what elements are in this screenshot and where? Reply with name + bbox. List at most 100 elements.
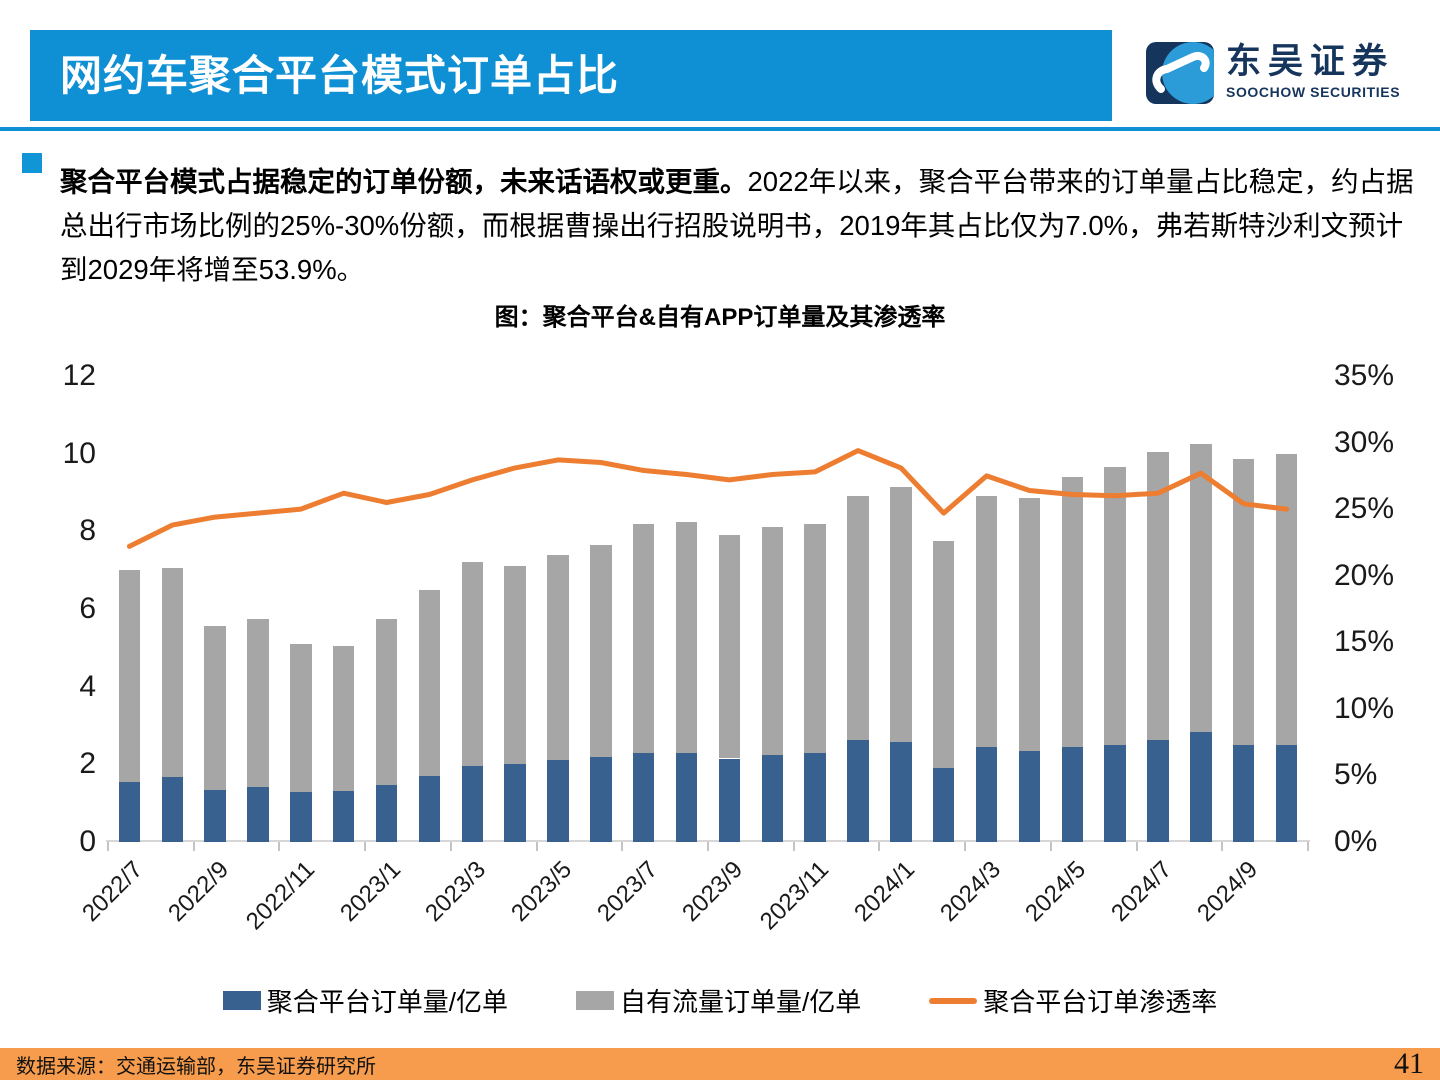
bar-aggregator <box>204 789 226 842</box>
bar-own-app <box>1275 453 1298 745</box>
own-app-label: 自有流量订单量/亿单 <box>619 987 862 1017</box>
x-axis-tick <box>707 842 709 851</box>
x-axis-tick <box>107 842 109 851</box>
own-app-swatch <box>575 991 614 1010</box>
bar-aggregator <box>847 740 869 842</box>
summary-paragraph: 聚合平台模式占据稳定的订单份额，未来话语权或更重。2022年以来，聚合平台带来的… <box>60 160 1426 292</box>
bar-own-app <box>675 521 698 754</box>
legend-item-aggregator: 聚合平台订单量/亿单 <box>222 982 508 1019</box>
aggregator-swatch <box>222 991 261 1010</box>
x-axis-tick <box>878 842 881 851</box>
logo-text: 东吴证券 SOOCHOW SECURITIES <box>1226 42 1400 100</box>
bar-aggregator <box>547 759 569 842</box>
bar-aggregator <box>504 764 526 842</box>
y-right-tick-label: 30% <box>1334 425 1395 459</box>
penetration-line <box>126 448 1290 549</box>
bar-own-app <box>375 618 398 785</box>
legend-item-own-app: 自有流量订单量/亿单 <box>575 982 862 1019</box>
x-axis-tick <box>1307 842 1309 851</box>
x-axis-tick <box>364 842 367 851</box>
bar-own-app <box>804 523 826 754</box>
chart-title: 图：聚合平台&自有APP订单量及其渗透率 <box>494 304 946 331</box>
bar-own-app <box>118 570 141 782</box>
bar-own-app <box>1018 498 1041 752</box>
x-axis-tick <box>621 842 624 851</box>
y-right-tick-label: 20% <box>1334 558 1395 592</box>
summary-rest: 2022年以来，聚合平台带来的订单量占比稳定，约占据总出行市场比例的25%-30… <box>60 165 1414 285</box>
bar-aggregator <box>932 767 955 842</box>
bar-aggregator <box>590 757 612 842</box>
bar-aggregator <box>118 781 141 842</box>
bar-aggregator <box>804 753 826 842</box>
bar-own-app <box>847 496 869 741</box>
bar-own-app <box>761 527 784 755</box>
bar-aggregator <box>161 776 184 842</box>
footer-bar: 数据来源：交通运输部，东吴证券研究所 41 <box>0 1047 1440 1080</box>
penetration-label: 聚合平台订单渗透率 <box>983 987 1218 1017</box>
penetration-swatch <box>929 997 978 1004</box>
y-right-tick-label: 25% <box>1334 492 1395 526</box>
bar-aggregator <box>890 742 912 842</box>
y-right-tick-label: 5% <box>1334 758 1378 792</box>
y-right-tick-label: 35% <box>1334 359 1395 392</box>
soochow-logo-icon <box>1146 42 1214 104</box>
bar-own-app <box>332 645 355 791</box>
bar-own-app <box>290 643 312 793</box>
bar-own-app <box>1104 467 1126 745</box>
bar-aggregator <box>718 758 741 842</box>
chart-legend: 聚合平台订单量/亿单 自有流量订单量/亿单 聚合平台订单渗透率 <box>0 982 1440 1019</box>
y-axis-right: 0% 5% 10% 15% 20% 25% 30% 35% <box>1334 359 1434 858</box>
x-axis-tick <box>964 842 967 851</box>
bar-own-app <box>161 568 184 777</box>
y-right-tick-label: 0% <box>1334 825 1378 858</box>
bar-aggregator <box>1147 739 1169 842</box>
page-title: 网约车聚合平台模式订单占比 <box>60 52 620 99</box>
bar-own-app <box>718 535 741 759</box>
header-divider <box>0 127 1440 131</box>
x-axis-tick <box>1049 842 1052 851</box>
bar-aggregator <box>975 746 998 842</box>
bar-own-app <box>461 562 484 766</box>
y-left-tick-label: 12 <box>62 359 96 392</box>
x-axis-tick <box>449 842 452 851</box>
y-right-tick-label: 10% <box>1334 691 1395 725</box>
y-axis-left: 0 2 4 6 8 10 12 <box>28 359 96 858</box>
bar-own-app <box>590 544 612 758</box>
bar-aggregator <box>1018 751 1041 842</box>
bar-own-app <box>1147 451 1169 740</box>
x-axis-tick <box>1221 842 1224 851</box>
bar-aggregator <box>461 765 484 842</box>
aggregator-label: 聚合平台订单量/亿单 <box>266 987 508 1017</box>
soochow-logo: 东吴证券 SOOCHOW SECURITIES <box>1146 42 1400 104</box>
y-left-tick-label: 6 <box>79 592 96 625</box>
y-left-tick-label: 10 <box>62 436 96 470</box>
summary-bold: 聚合平台模式占据稳定的订单份额，未来话语权或更重。 <box>60 165 748 197</box>
bar-own-app <box>247 618 269 787</box>
bar-aggregator <box>675 753 698 842</box>
bar-own-app <box>1232 459 1255 745</box>
logo-name-cn: 东吴证券 <box>1226 42 1395 81</box>
bar-aggregator <box>418 775 441 842</box>
x-axis-line <box>106 840 1310 842</box>
x-axis-tick <box>192 842 195 851</box>
x-axis-tick <box>278 842 281 851</box>
bar-own-app <box>932 541 955 768</box>
y-right-tick-label: 15% <box>1334 625 1395 659</box>
y-left-tick-label: 4 <box>79 669 96 703</box>
bar-own-app <box>632 523 655 754</box>
bullet-marker <box>22 153 42 173</box>
bar-own-app <box>1190 443 1212 732</box>
bar-aggregator <box>332 790 355 842</box>
legend-item-penetration: 聚合平台订单渗透率 <box>929 982 1217 1019</box>
bar-own-app <box>204 626 226 790</box>
bar-aggregator <box>761 755 784 842</box>
bar-own-app <box>504 566 526 765</box>
bar-aggregator <box>1104 744 1126 842</box>
bar-aggregator <box>1275 744 1298 842</box>
bar-aggregator <box>1061 746 1084 842</box>
chart-plot-area: 2022/7 2022/9 2022/11 2023/1 2023/3 2023/5 202… <box>78 376 1310 935</box>
bar-aggregator <box>375 784 398 842</box>
bar-aggregator <box>1190 731 1212 842</box>
title-banner: 网约车聚合平台模式订单占比 <box>30 30 1112 121</box>
